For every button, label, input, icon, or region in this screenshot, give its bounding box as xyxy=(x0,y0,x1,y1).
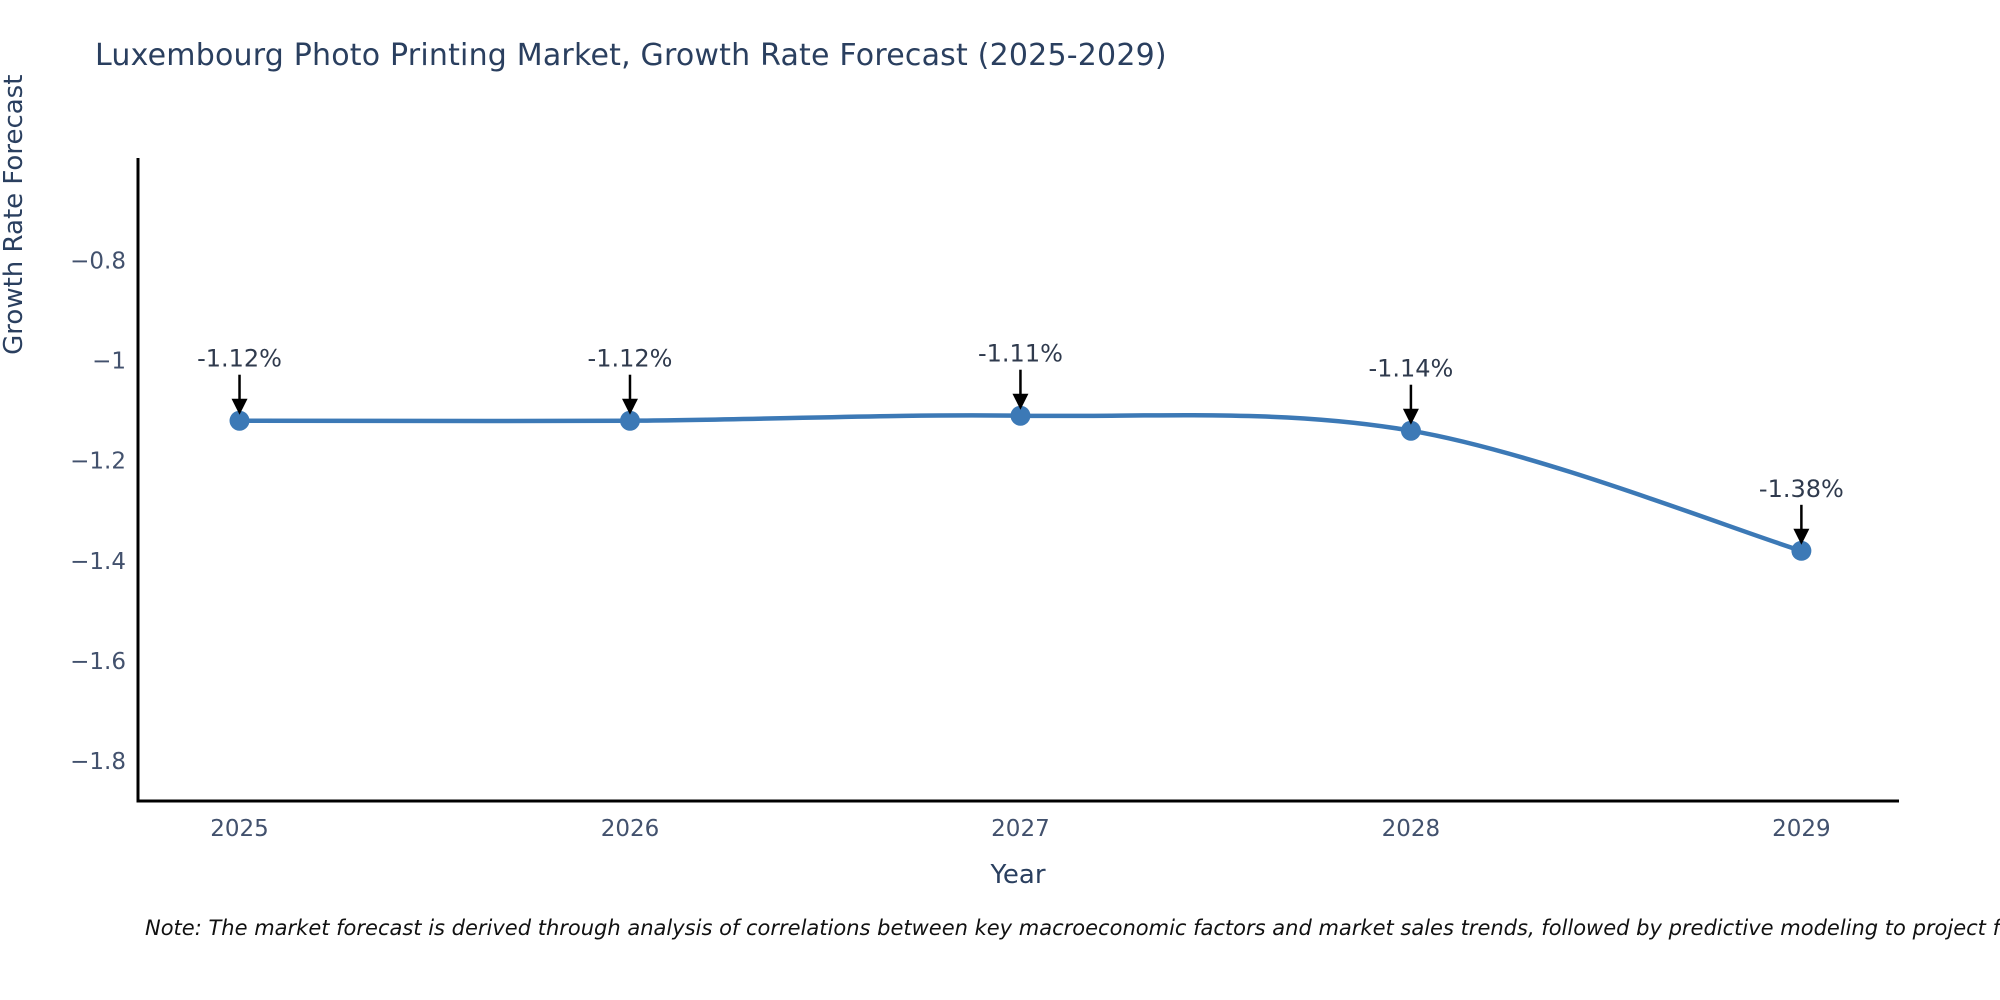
annotation-label: -1.12% xyxy=(197,345,282,373)
data-point[interactable] xyxy=(229,410,250,431)
annotation-label: -1.11% xyxy=(978,340,1063,368)
annotation-arrowhead xyxy=(1793,528,1810,545)
annotation-arrowhead xyxy=(231,398,248,415)
data-point[interactable] xyxy=(1791,540,1812,561)
y-tick-label: −1.2 xyxy=(70,449,126,475)
x-tick-label: 2026 xyxy=(601,816,660,842)
data-point[interactable] xyxy=(1010,405,1031,426)
y-tick-label: −1.6 xyxy=(70,649,126,675)
y-tick-label: −1.8 xyxy=(70,749,126,775)
annotation-label: -1.12% xyxy=(588,345,673,373)
chart-title: Luxembourg Photo Printing Market, Growth… xyxy=(95,38,1167,73)
footnote: Note: The market forecast is derived thr… xyxy=(145,916,2000,940)
data-point[interactable] xyxy=(619,410,640,431)
forecast-line xyxy=(237,412,1804,554)
y-tick-label: −1 xyxy=(92,349,126,375)
annotation-label: -1.14% xyxy=(1368,355,1453,383)
annotation-arrowhead xyxy=(1012,393,1029,410)
x-tick-label: 2027 xyxy=(991,816,1050,842)
x-tick-label: 2028 xyxy=(1382,816,1441,842)
y-tick-label: −0.8 xyxy=(70,249,126,275)
y-tick-label: −1.4 xyxy=(70,549,126,575)
annotation-arrowhead xyxy=(621,398,638,415)
annotation-arrowhead xyxy=(1402,408,1419,425)
x-tick-label: 2025 xyxy=(210,816,269,842)
x-axis-title: Year xyxy=(990,860,1046,890)
annotation-label: -1.38% xyxy=(1759,475,1844,503)
data-point[interactable] xyxy=(1400,420,1421,441)
x-tick-label: 2029 xyxy=(1772,816,1831,842)
